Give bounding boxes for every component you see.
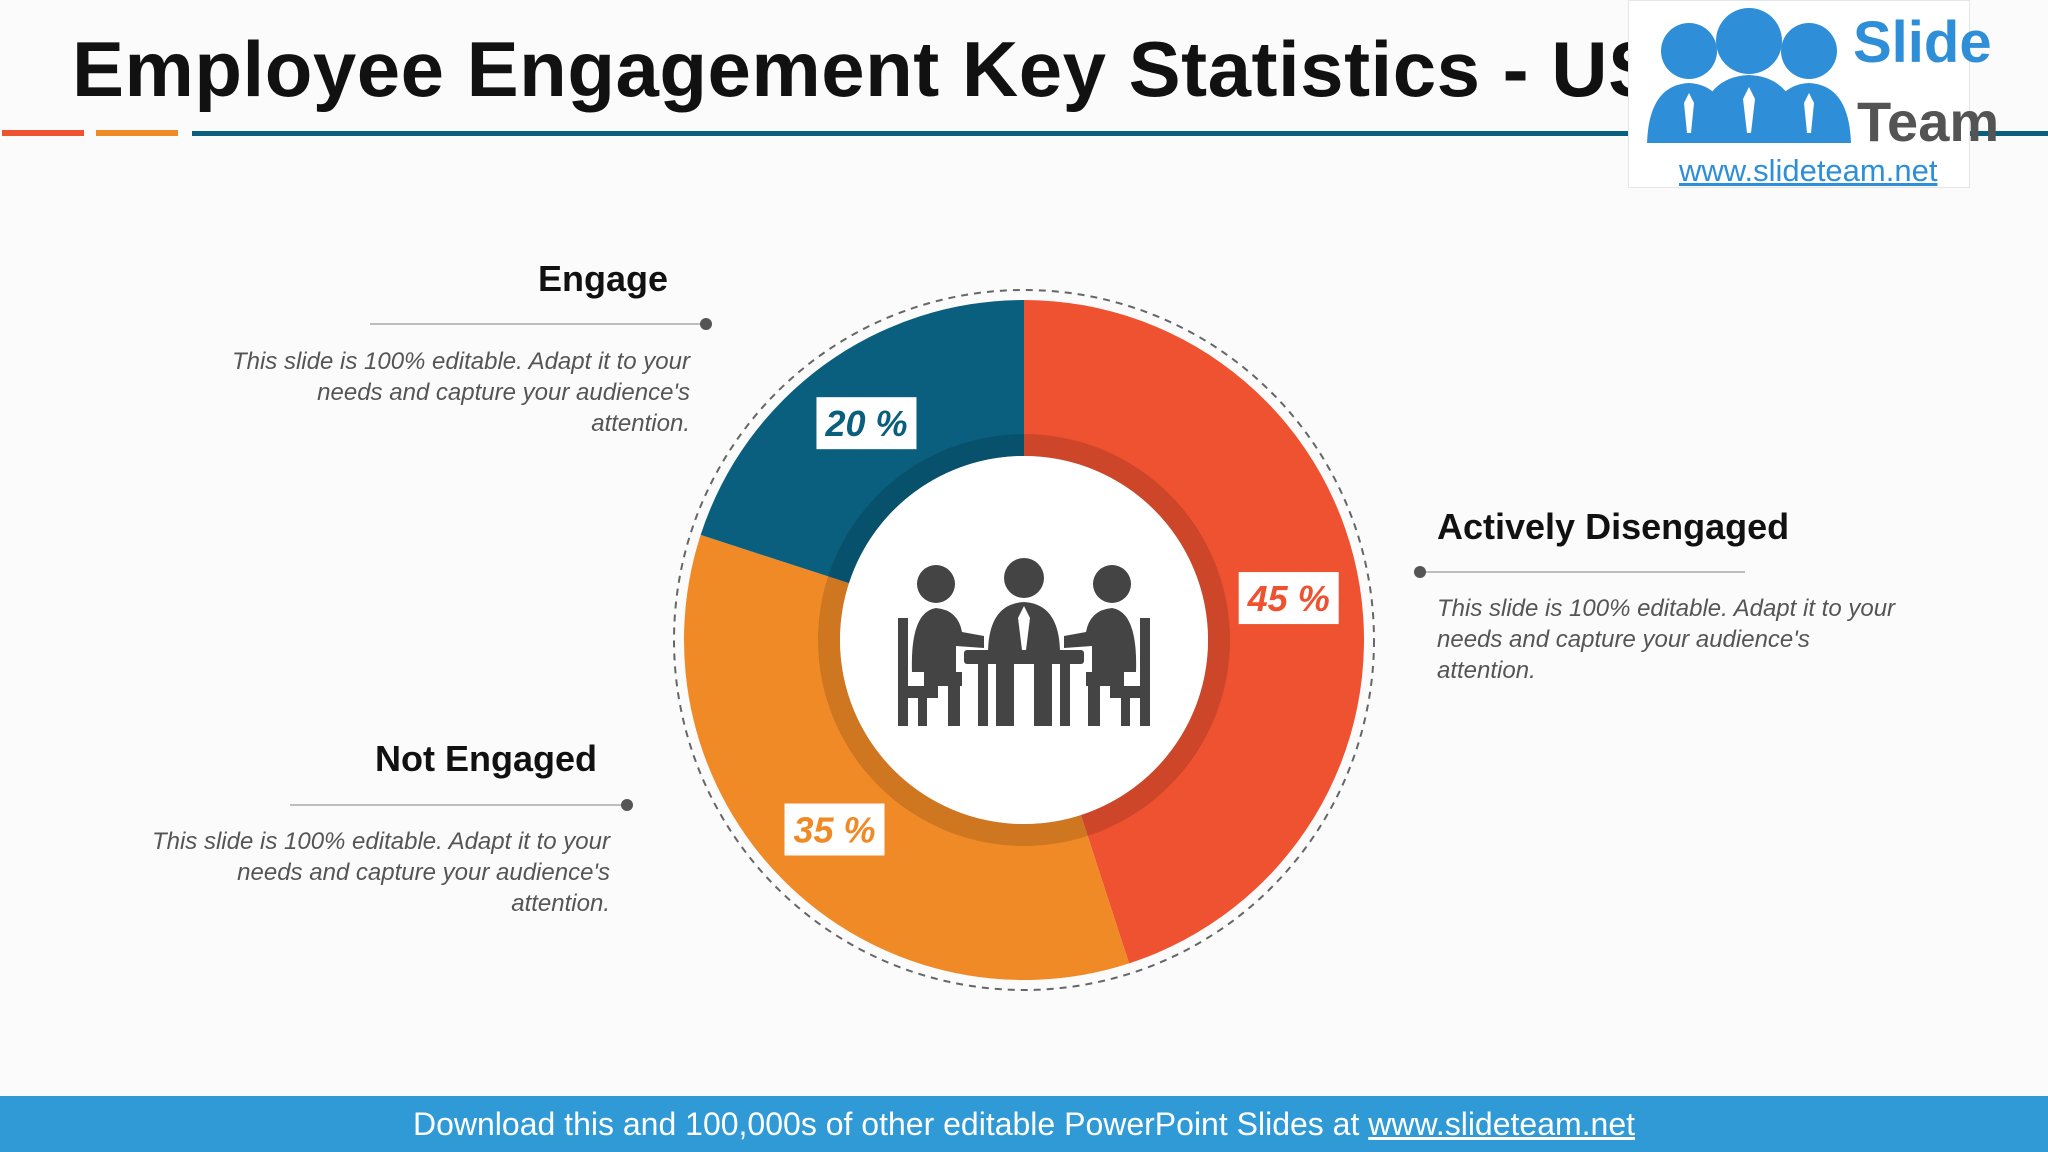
footer-link[interactable]: www.slideteam.net	[1368, 1105, 1636, 1142]
title-accent-orange	[96, 130, 178, 136]
actively-disengaged-label: Actively Disengaged	[1437, 506, 1790, 547]
pct-label-engage: 20 %	[816, 397, 917, 450]
logo-word-slide: Slide	[1853, 10, 1992, 75]
leader-line-engage	[370, 318, 712, 330]
engage-description: This slide is 100% editable. Adapt it to…	[231, 348, 690, 437]
leader-line-not-engaged	[290, 799, 633, 811]
actively-disengaged-description: This slide is 100% editable. Adapt it to…	[1437, 595, 1896, 684]
donut-slice-actively-disengaged	[1024, 300, 1365, 964]
pct-label-actively-disengaged: 45 %	[1238, 572, 1339, 625]
svg-text:35 %: 35 %	[793, 810, 875, 851]
slideteam-logo[interactable]: Slide Team www.slideteam.net	[1628, 0, 1999, 188]
business-meeting-icon	[898, 558, 1150, 726]
not-engaged-description: This slide is 100% editable. Adapt it to…	[151, 828, 610, 917]
team-people-icon	[1647, 8, 1851, 143]
footer-text: Download this and 100,000s of other edit…	[412, 1105, 1360, 1142]
logo-url-link[interactable]: www.slideteam.net	[1679, 153, 1938, 188]
leader-line-actively-disengaged	[1414, 566, 1745, 578]
title-accent-red	[2, 130, 84, 136]
footer-banner: Download this and 100,000s of other edit…	[0, 1096, 2048, 1152]
pct-label-not-engaged: 35 %	[784, 803, 885, 856]
svg-text:45 %: 45 %	[1247, 578, 1330, 619]
engage-label: Engage	[538, 258, 669, 299]
svg-text:20 %: 20 %	[824, 403, 907, 444]
dashed-outer-ring	[673, 289, 1375, 991]
slide-title: Employee Engagement Key Statistics - US	[72, 25, 1661, 113]
logo-word-team: Team	[1857, 90, 2000, 153]
title-underline	[192, 131, 2048, 136]
donut-slice-not-engaged	[684, 534, 1130, 980]
not-engaged-label: Not Engaged	[375, 738, 597, 779]
